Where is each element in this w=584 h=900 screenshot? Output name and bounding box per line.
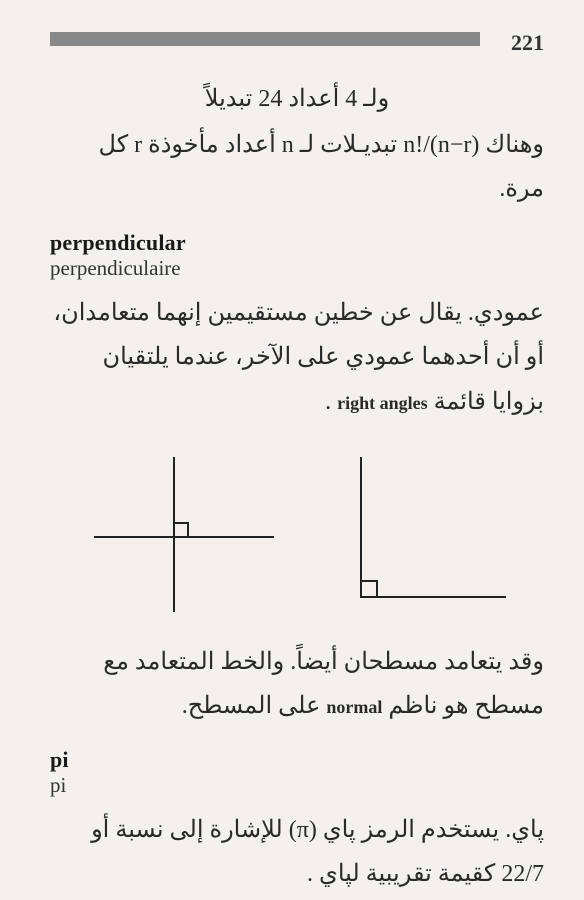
- term-french: perpendiculaire: [50, 256, 544, 281]
- definition-tail-2: على المسطح.: [182, 693, 327, 719]
- page-header: 221: [50, 30, 544, 56]
- term-french-pi: pi: [50, 773, 544, 798]
- definition-arabic-2: وقد يتعامد مسطحان أيضاً. والخط المتعامد …: [50, 640, 544, 729]
- intro-line-1: ولـ 4 أعداد 24 تبديلاً: [50, 84, 544, 113]
- page-number: 221: [511, 30, 544, 56]
- definition-arabic-pi: پاي. يستخدم الرمز پاي (π) للإشارة إلى نس…: [50, 808, 544, 897]
- definition-arabic-1: عمودي. يقال عن خطين مستقيمين إنهما متعام…: [50, 291, 544, 424]
- intro-line-2: وهناك (n!/(n−r تبديـلات لـ n أعداد مأخوذ…: [50, 123, 544, 212]
- entry-pi: pi pi پاي. يستخدم الرمز پاي (π) للإشارة …: [50, 747, 544, 897]
- entry-perpendicular: perpendicular perpendiculaire عمودي. يقا…: [50, 230, 544, 729]
- diagram-cross: [74, 447, 284, 617]
- perpendicular-diagrams: [50, 442, 544, 622]
- header-decorative-bar: [50, 32, 480, 46]
- inline-english-term-2: normal: [326, 697, 382, 717]
- definition-tail: .: [325, 389, 337, 415]
- definition-text: عمودي. يقال عن خطين مستقيمين إنهما متعام…: [53, 300, 544, 415]
- inline-english-term: right angles: [337, 393, 428, 413]
- term-english: perpendicular: [50, 230, 544, 256]
- diagram-right-angle: [331, 447, 521, 617]
- term-english-pi: pi: [50, 747, 544, 773]
